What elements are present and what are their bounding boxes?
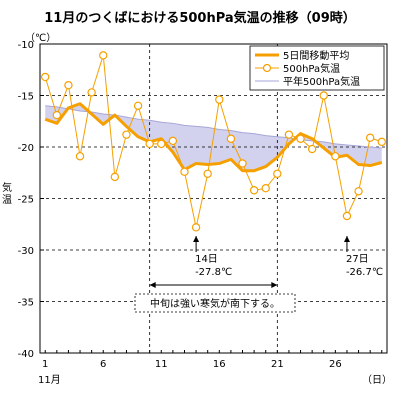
normal-temperature-line <box>45 105 382 149</box>
x-tick-label: 16 <box>213 359 226 370</box>
y-tick-label: -35 <box>18 298 34 309</box>
daily-temperature-point <box>319 91 328 100</box>
legend-swatch-daily-marker <box>262 63 272 73</box>
daily-temperature-point <box>99 51 108 60</box>
daily-temperature-point <box>52 110 62 120</box>
daily-temperature-point <box>87 88 96 97</box>
legend-label: 5日間移動平均 <box>283 49 349 62</box>
daily-temperature-point <box>75 152 85 161</box>
daily-temperature-point <box>354 187 363 196</box>
daily-temperature-point <box>238 159 247 168</box>
daily-temperature-point <box>41 72 50 82</box>
moving-average-line <box>44 102 383 173</box>
daily-temperature-point <box>365 133 375 142</box>
y-unit-label: （℃） <box>25 33 57 44</box>
annotation-day: 14日 <box>195 254 218 265</box>
y-tick-label: -25 <box>18 195 34 206</box>
daily-temperature-point <box>249 186 259 195</box>
daily-temperature-point <box>296 134 305 143</box>
y-tick-label: -15 <box>18 92 34 103</box>
x-axis-month-label: 11月 <box>38 374 61 386</box>
period-arrow-right-head <box>271 282 278 288</box>
daily-temperature-point <box>331 152 340 161</box>
x-tick-label: 11 <box>155 359 168 370</box>
y-axis-label: 気温 <box>2 183 12 206</box>
y-tick-label: -40 <box>18 349 34 360</box>
daily-temperature-point <box>226 134 236 143</box>
period-arrow-left-head <box>149 282 156 288</box>
annotation-arrow-head <box>343 236 350 242</box>
x-tick-label: 21 <box>271 359 284 370</box>
daily-temperature-point <box>273 169 282 178</box>
y-tick-label: -30 <box>18 246 34 257</box>
y-tick-label: -10 <box>18 40 34 51</box>
daily-temperature-point <box>284 130 294 139</box>
x-axis-label: （日） <box>362 374 392 386</box>
legend-label: 平年500hPa気温 <box>283 75 360 88</box>
daily-temperature-point <box>342 211 352 221</box>
daily-temperature-point <box>157 139 166 149</box>
x-tick-label: 26 <box>329 359 342 370</box>
period-note-box <box>134 293 296 313</box>
x-tick-label: 1 <box>42 359 48 370</box>
daily-temperature-point <box>215 95 224 104</box>
daily-temperature-point <box>168 136 178 146</box>
daily-temperature-point <box>377 137 386 147</box>
daily-temperature-point <box>261 183 270 193</box>
y-tick-label: -20 <box>18 143 34 154</box>
daily-temperature-point <box>203 169 212 178</box>
daily-temperature-point <box>180 167 189 176</box>
daily-temperature-point <box>307 144 317 154</box>
daily-temperature-point <box>122 130 131 139</box>
daily-temperature-point <box>64 80 73 90</box>
daily-temperature-point <box>145 139 154 149</box>
annotation-value: -27.8℃ <box>195 267 232 278</box>
annotation-arrow-head <box>193 236 200 242</box>
annotation-day: 27日 <box>346 254 369 265</box>
period-note: 中旬は強い寒気が南下する。 <box>150 297 280 310</box>
daily-temperature-point <box>133 101 143 111</box>
annotation-value: -26.7℃ <box>346 267 383 278</box>
daily-temperature-line <box>44 55 382 228</box>
x-tick-label: 6 <box>100 359 106 370</box>
daily-temperature-point <box>110 172 120 182</box>
daily-temperature-point <box>191 223 201 232</box>
legend-label: 500hPa気温 <box>283 62 340 75</box>
chart-title: 11月のつくばにおける500hPa気温の推移（09時） <box>44 11 356 26</box>
